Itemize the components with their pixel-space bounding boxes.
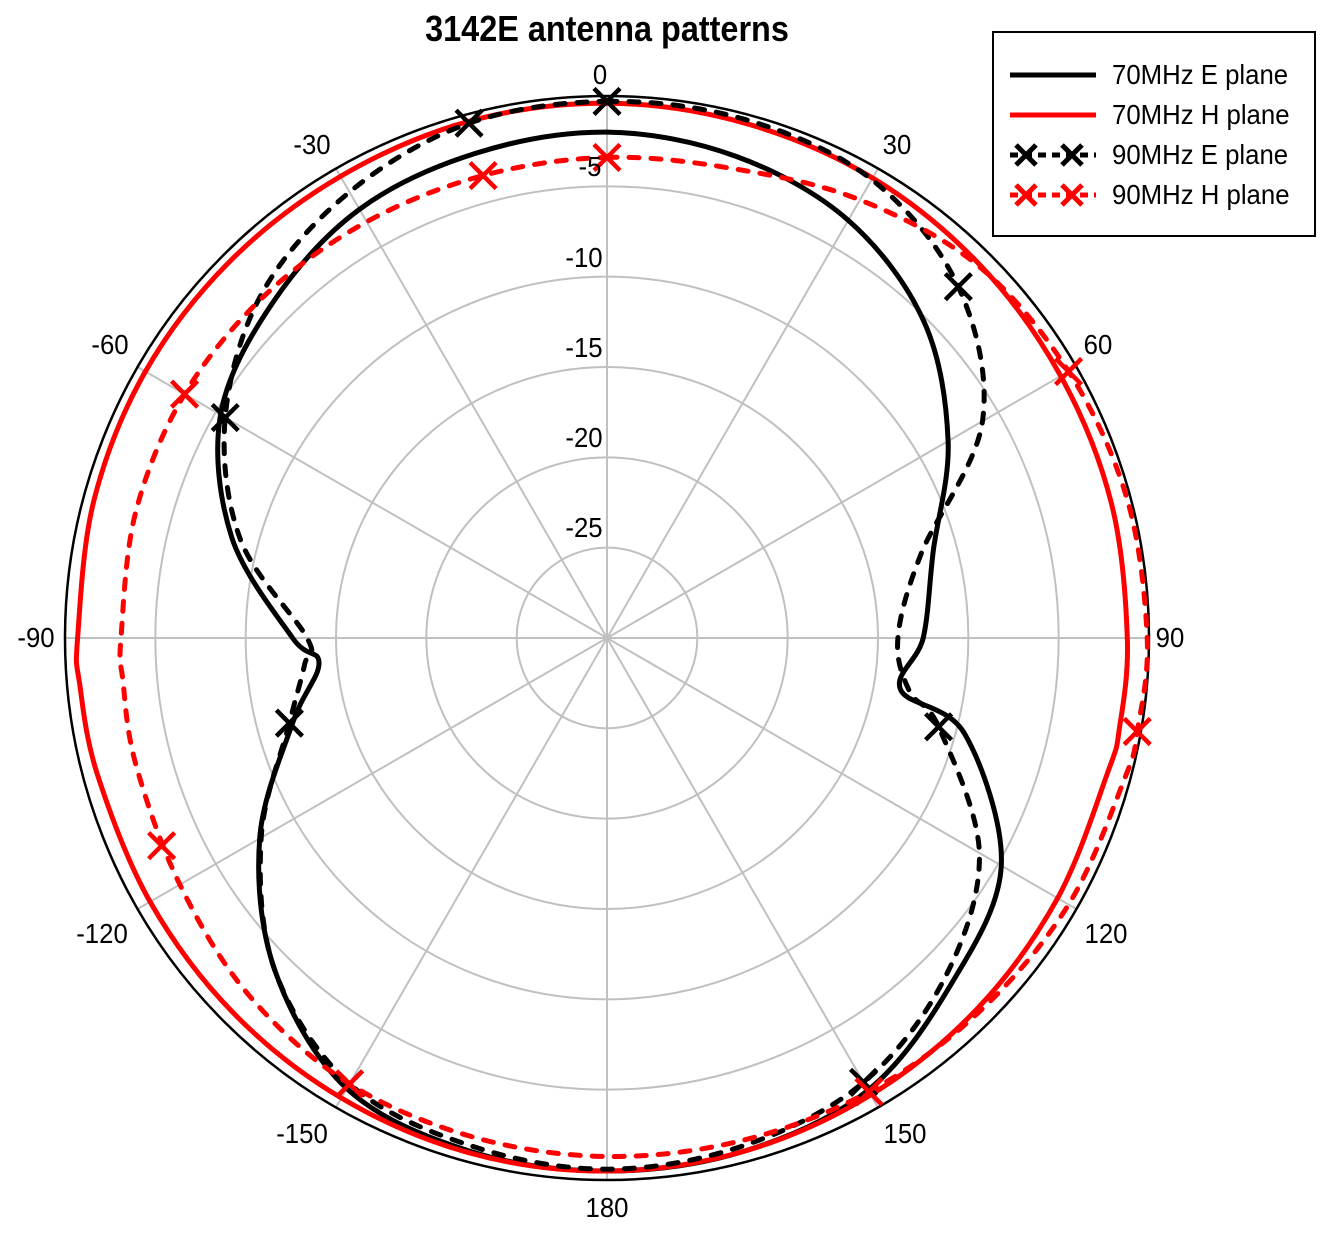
angle-tick-60: 60 [1083, 329, 1113, 360]
cross-marker-icon [1122, 716, 1152, 747]
cross-marker-icon [169, 379, 200, 409]
cross-marker-icon [592, 86, 622, 117]
angle-tick-neg30: -30 [293, 129, 331, 160]
angle-tick-150: 150 [883, 1118, 927, 1149]
radial-tick-neg5: -5 [578, 151, 602, 182]
grid-spoke [335, 168, 608, 639]
cross-marker-icon [454, 108, 484, 138]
cross-marker-icon [274, 708, 304, 738]
radial-tick-neg25: -25 [565, 512, 603, 543]
angle-tick-30: 30 [882, 129, 912, 160]
polar-grid [63, 94, 1151, 1182]
cross-marker-icon [854, 1077, 884, 1107]
cross-marker-icon [468, 160, 498, 191]
legend-item-90mhz-e: 90MHz E plane [994, 135, 1314, 175]
angle-tick-120: 120 [1084, 918, 1128, 949]
cross-marker-icon [334, 1069, 365, 1099]
chart-title: 3142E antenna patterns [425, 8, 789, 49]
series-markers [147, 86, 1152, 1107]
angle-tick-neg90: -90 [17, 622, 55, 653]
dotted-red-cross-icon [1010, 183, 1096, 207]
series-90mhz-e-plane [221, 98, 987, 1172]
grid-spoke [606, 637, 879, 1108]
legend-item-70mhz-h: 70MHz H plane [994, 95, 1314, 135]
legend: 70MHz E plane 70MHz H plane 90MHz E plan… [992, 31, 1316, 237]
legend-item-70mhz-e: 70MHz E plane [994, 55, 1314, 95]
series-70mhz-e-plane [215, 129, 1004, 1174]
cross-marker-icon [1053, 356, 1084, 387]
grid-spoke [137, 366, 608, 639]
cross-marker-icon [923, 712, 954, 742]
grid-spoke [335, 637, 608, 1108]
radial-tick-neg20: -20 [565, 422, 603, 453]
radial-tick-neg15: -15 [565, 332, 603, 363]
solid-red-line-icon [1010, 112, 1096, 118]
angle-tick-0: 0 [592, 59, 608, 90]
radial-tick-neg10: -10 [565, 242, 603, 273]
cross-marker-icon [210, 402, 240, 433]
grid-spoke [606, 168, 879, 639]
legend-item-90mhz-h: 90MHz H plane [994, 175, 1314, 215]
angle-tick-neg150: -150 [276, 1118, 328, 1149]
solid-black-line-icon [1010, 72, 1096, 78]
grid-spoke [606, 637, 1077, 910]
angle-tick-neg120: -120 [76, 918, 128, 949]
dotted-black-cross-icon [1010, 143, 1096, 167]
angle-tick-90: 90 [1155, 622, 1185, 653]
angle-tick-180: 180 [585, 1192, 629, 1223]
series-90mhz-h-plane [117, 154, 1150, 1160]
cross-marker-icon [147, 831, 177, 861]
cross-marker-icon [592, 142, 622, 173]
angle-tick-neg60: -60 [91, 329, 129, 360]
cross-marker-icon [943, 272, 973, 302]
grid-spoke [606, 366, 1077, 639]
grid-spoke [137, 637, 608, 910]
